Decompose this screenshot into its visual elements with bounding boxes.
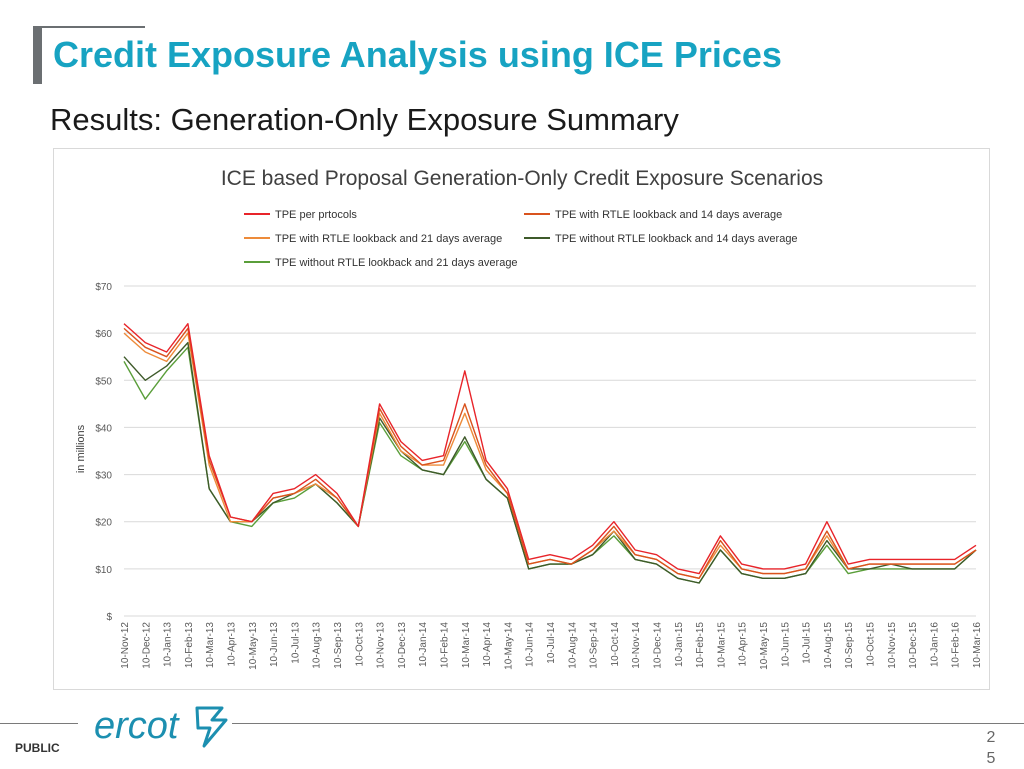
chart-frame: ICE based Proposal Generation-Only Credi… (53, 148, 990, 690)
x-tick-label: 10-Dec-14 (653, 622, 664, 669)
x-tick-label: 10-Oct-13 (354, 622, 365, 667)
x-tick-label: 10-Feb-16 (951, 622, 962, 669)
legend-label: TPE with RTLE lookback and 14 days avera… (555, 209, 782, 221)
x-tick-label: 10-May-13 (248, 622, 259, 670)
x-tick-label: 10-Nov-15 (887, 622, 898, 669)
x-tick-label: 10-Mar-15 (716, 622, 727, 669)
chart-title: ICE based Proposal Generation-Only Credi… (221, 167, 823, 190)
x-tick-label: 10-Feb-15 (695, 622, 706, 669)
x-tick-label: 10-Aug-13 (312, 622, 323, 669)
x-tick-label: 10-Dec-15 (908, 622, 919, 669)
footer-divider-left (0, 723, 78, 724)
x-tick-label: 10-Jun-13 (269, 622, 280, 667)
x-tick-label: 10-Feb-13 (184, 622, 195, 669)
x-tick-label: 10-Jun-15 (780, 622, 791, 667)
y-tick-label: $50 (95, 376, 112, 387)
y-axis-ticks: $ $10 $20 $30 $40 $50 $60 $70 (95, 282, 112, 623)
x-tick-label: 10-Jul-13 (290, 622, 301, 664)
x-tick-label: 10-Dec-13 (397, 622, 408, 669)
x-tick-label: 10-Mar-16 (972, 622, 983, 669)
series-line (123, 346, 977, 584)
x-tick-label: 10-Jan-14 (418, 622, 429, 667)
legend-label: TPE without RTLE lookback and 21 days av… (275, 257, 518, 269)
x-tick-label: 10-Jan-16 (929, 622, 940, 667)
slide-title: Credit Exposure Analysis using ICE Price… (53, 34, 782, 75)
chart-legend: TPE per prtocols TPE with RTLE lookback a… (244, 209, 798, 269)
x-tick-label: 10-Aug-14 (567, 622, 578, 669)
legend-label: TPE with RTLE lookback and 21 days avera… (275, 233, 502, 245)
y-tick-label: $30 (95, 471, 112, 482)
legend-label: TPE per prtocols (275, 209, 357, 221)
x-tick-label: 10-Feb-14 (440, 622, 451, 669)
x-tick-label: 10-Dec-12 (141, 622, 152, 669)
legend-label: TPE without RTLE lookback and 14 days av… (555, 233, 798, 245)
x-tick-label: 10-Sep-14 (589, 622, 600, 669)
x-tick-label: 10-Apr-14 (482, 622, 493, 667)
title-accent-line (33, 26, 145, 28)
series-line (123, 327, 977, 579)
slide-subtitle: Results: Generation-Only Exposure Summar… (50, 102, 679, 137)
x-tick-label: 10-Jan-13 (163, 622, 174, 667)
footer-divider-right (232, 723, 1024, 724)
y-tick-label: $60 (95, 329, 112, 340)
y-tick-label: $20 (95, 518, 112, 529)
page-number: 25 (986, 729, 996, 767)
y-axis-label: in millions (75, 424, 87, 473)
x-tick-label: 10-Sep-15 (844, 622, 855, 669)
x-tick-label: 10-Mar-14 (461, 622, 472, 669)
x-tick-label: 10-Jun-14 (525, 622, 536, 667)
series-line (123, 322, 977, 575)
x-tick-label: 10-Nov-12 (120, 622, 131, 669)
y-tick-label: $10 (95, 565, 112, 576)
x-tick-label: 10-Apr-13 (227, 622, 238, 667)
logo-wordmark: ercot (94, 705, 180, 747)
series-line (123, 341, 977, 584)
x-tick-label: 10-Mar-13 (205, 622, 216, 669)
x-tick-label: 10-Jan-15 (674, 622, 685, 667)
x-tick-label: 10-Apr-15 (738, 622, 749, 667)
chart-series (123, 322, 977, 584)
x-tick-label: 10-Jul-14 (546, 622, 557, 664)
x-tick-label: 10-Oct-14 (610, 622, 621, 667)
x-tick-label: 10-Nov-13 (376, 622, 387, 669)
y-tick-label: $ (106, 612, 112, 623)
series-line (123, 332, 977, 579)
chart-gridlines (124, 285, 976, 617)
title-accent-bar (33, 26, 42, 84)
credit-exposure-chart: ICE based Proposal Generation-Only Credi… (75, 167, 983, 670)
x-axis-ticks: 10-Nov-12 10-Dec-12 10-Jan-13 10-Feb-13 10-M… (120, 622, 983, 670)
x-tick-label: 10-Sep-13 (333, 622, 344, 669)
x-tick-label: 10-Oct-15 (866, 622, 877, 667)
x-tick-label: 10-Jul-15 (802, 622, 813, 664)
public-label: PUBLIC (15, 741, 60, 755)
y-tick-label: $40 (95, 423, 112, 434)
ercot-logo: ercot (94, 705, 228, 748)
x-tick-label: 10-Nov-14 (631, 622, 642, 669)
x-tick-label: 10-Aug-15 (823, 622, 834, 669)
y-tick-label: $70 (95, 282, 112, 293)
lightning-bolt-icon (195, 706, 228, 748)
x-tick-label: 10-May-15 (759, 622, 770, 670)
x-tick-label: 10-May-14 (503, 622, 514, 670)
